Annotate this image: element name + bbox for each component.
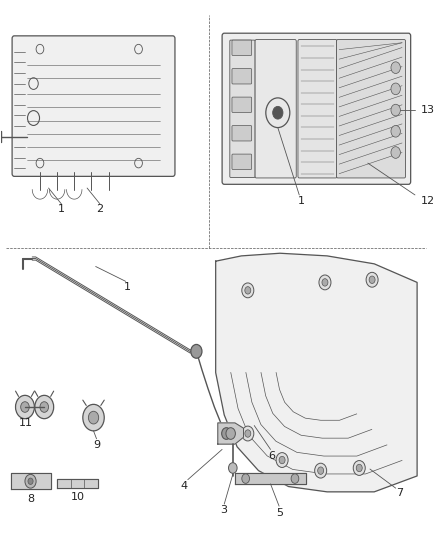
Circle shape: [356, 464, 362, 472]
Circle shape: [391, 104, 400, 116]
FancyBboxPatch shape: [298, 39, 337, 178]
Circle shape: [245, 287, 251, 294]
Circle shape: [391, 125, 400, 137]
FancyBboxPatch shape: [232, 40, 252, 55]
Circle shape: [273, 107, 283, 119]
Text: 8: 8: [27, 494, 34, 504]
Text: 1: 1: [124, 281, 131, 292]
Circle shape: [242, 283, 254, 298]
FancyBboxPatch shape: [255, 39, 296, 178]
Circle shape: [88, 411, 99, 424]
Polygon shape: [235, 473, 306, 484]
Circle shape: [25, 474, 36, 488]
Text: 1: 1: [298, 196, 305, 206]
FancyBboxPatch shape: [230, 40, 255, 177]
Text: 11: 11: [19, 418, 33, 428]
Text: 6: 6: [269, 451, 276, 461]
FancyBboxPatch shape: [336, 39, 406, 178]
FancyBboxPatch shape: [232, 154, 252, 169]
Circle shape: [35, 395, 54, 419]
Text: 9: 9: [93, 440, 100, 450]
Circle shape: [222, 427, 231, 439]
Circle shape: [229, 463, 237, 473]
Circle shape: [314, 463, 327, 478]
Circle shape: [40, 402, 49, 413]
Circle shape: [21, 402, 29, 413]
Circle shape: [391, 147, 400, 158]
Circle shape: [322, 279, 328, 286]
Text: 3: 3: [220, 505, 227, 515]
Circle shape: [369, 276, 375, 284]
Circle shape: [353, 461, 365, 475]
Text: 13: 13: [420, 105, 434, 115]
FancyBboxPatch shape: [222, 33, 411, 184]
FancyBboxPatch shape: [232, 126, 252, 141]
Circle shape: [242, 474, 250, 483]
Polygon shape: [218, 423, 244, 444]
FancyBboxPatch shape: [232, 69, 252, 84]
Circle shape: [28, 478, 33, 484]
Polygon shape: [11, 473, 51, 489]
Text: 4: 4: [180, 481, 187, 491]
Polygon shape: [215, 253, 417, 492]
Text: 12: 12: [420, 196, 434, 206]
FancyBboxPatch shape: [12, 36, 175, 176]
Circle shape: [245, 430, 251, 437]
Circle shape: [191, 344, 202, 358]
Circle shape: [15, 395, 35, 419]
Text: 5: 5: [276, 507, 283, 518]
Circle shape: [318, 467, 324, 474]
Circle shape: [226, 427, 235, 439]
Circle shape: [366, 272, 378, 287]
FancyBboxPatch shape: [232, 97, 252, 112]
Circle shape: [391, 83, 400, 95]
Circle shape: [242, 426, 254, 441]
Text: 10: 10: [71, 492, 85, 502]
Text: 1: 1: [58, 204, 65, 214]
Circle shape: [83, 405, 104, 431]
Polygon shape: [57, 479, 98, 488]
Circle shape: [276, 453, 288, 467]
Circle shape: [319, 275, 331, 290]
Circle shape: [391, 62, 400, 74]
Text: 7: 7: [396, 488, 403, 498]
Circle shape: [279, 456, 285, 464]
Circle shape: [291, 474, 299, 483]
Text: 2: 2: [96, 204, 103, 214]
